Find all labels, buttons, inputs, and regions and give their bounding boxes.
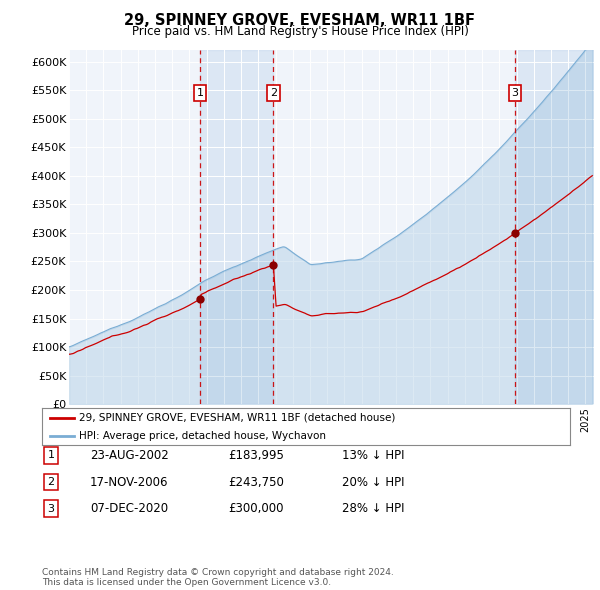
Text: HPI: Average price, detached house, Wychavon: HPI: Average price, detached house, Wych… xyxy=(79,431,326,441)
Text: £183,995: £183,995 xyxy=(228,449,284,462)
Text: 2: 2 xyxy=(270,88,277,98)
Text: 13% ↓ HPI: 13% ↓ HPI xyxy=(342,449,404,462)
Text: Price paid vs. HM Land Registry's House Price Index (HPI): Price paid vs. HM Land Registry's House … xyxy=(131,25,469,38)
Text: 20% ↓ HPI: 20% ↓ HPI xyxy=(342,476,404,489)
Text: 29, SPINNEY GROVE, EVESHAM, WR11 1BF: 29, SPINNEY GROVE, EVESHAM, WR11 1BF xyxy=(125,13,476,28)
Text: 28% ↓ HPI: 28% ↓ HPI xyxy=(342,502,404,515)
Text: 1: 1 xyxy=(197,88,203,98)
Text: 3: 3 xyxy=(47,504,55,513)
Text: 3: 3 xyxy=(512,88,518,98)
Text: 1: 1 xyxy=(47,451,55,460)
Text: 17-NOV-2006: 17-NOV-2006 xyxy=(90,476,169,489)
Text: £300,000: £300,000 xyxy=(228,502,284,515)
Text: 23-AUG-2002: 23-AUG-2002 xyxy=(90,449,169,462)
Bar xyxy=(515,50,594,404)
Bar xyxy=(200,50,274,404)
Text: 2: 2 xyxy=(47,477,55,487)
Text: 07-DEC-2020: 07-DEC-2020 xyxy=(90,502,168,515)
Text: Contains HM Land Registry data © Crown copyright and database right 2024.
This d: Contains HM Land Registry data © Crown c… xyxy=(42,568,394,587)
Text: 29, SPINNEY GROVE, EVESHAM, WR11 1BF (detached house): 29, SPINNEY GROVE, EVESHAM, WR11 1BF (de… xyxy=(79,412,395,422)
Text: £243,750: £243,750 xyxy=(228,476,284,489)
